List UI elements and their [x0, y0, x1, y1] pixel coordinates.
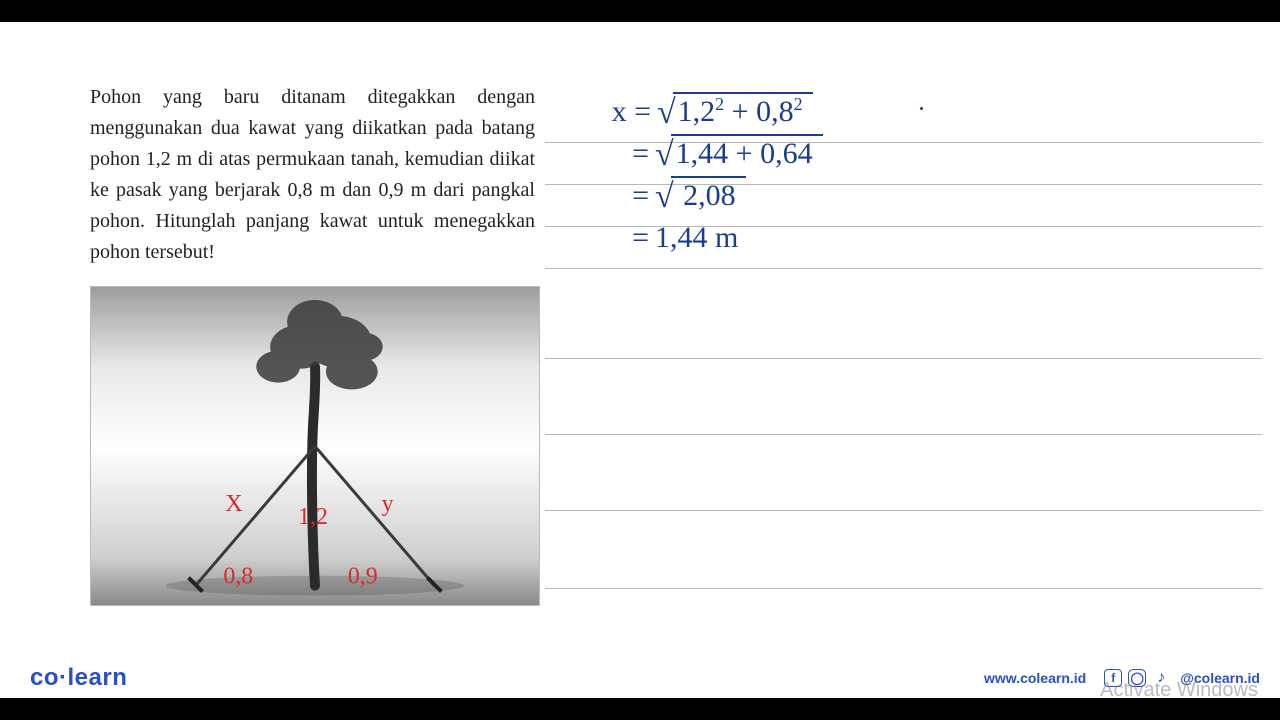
letterbox-bottom — [0, 698, 1280, 720]
fig-label-left-base: 0,8 — [223, 564, 253, 590]
fig-label-x: X — [225, 491, 242, 517]
main-content: Pohon yang baru ditanam ditegakkan denga… — [0, 22, 1280, 698]
ruled-line — [545, 510, 1262, 511]
problem-text: Pohon yang baru ditanam ditegakkan denga… — [90, 82, 535, 268]
tiktok-icon: ♪ — [1152, 669, 1170, 687]
work-line-2: =√ 2,08 — [595, 178, 742, 216]
instagram-icon: ◯ — [1128, 669, 1146, 687]
footer-url: www.colearn.id — [984, 670, 1086, 686]
stray-ink-dot — [920, 107, 923, 110]
work-line-1: =√1,44 + 0,64 — [595, 136, 819, 174]
fig-label-y: y — [382, 491, 394, 517]
facebook-icon: f — [1104, 669, 1122, 687]
fig-label-height: 1,2 — [298, 504, 328, 530]
logo-text-post: learn — [68, 664, 128, 691]
work-line-0: x =√1,22 + 0,82 — [595, 94, 809, 132]
work-column: x =√1,22 + 0,82 =√1,44 + 0,64 =√ 2,08 =1,44… — [545, 22, 1280, 698]
letterbox-top — [0, 0, 1280, 22]
footer-bar: co·learn www.colearn.id f ◯ ♪ @colearn.i… — [0, 664, 1280, 692]
work-line-3: =1,44 m — [595, 221, 738, 255]
tree-figure: X 1,2 y 0,8 0,9 — [90, 286, 540, 606]
ruled-line — [545, 434, 1262, 435]
fig-label-right-base: 0,9 — [348, 564, 378, 590]
brand-logo: co·learn — [30, 664, 127, 692]
social-icons: f ◯ ♪ @colearn.id — [1104, 669, 1260, 687]
logo-dot: · — [59, 664, 68, 691]
ruled-line — [545, 358, 1262, 359]
problem-column: Pohon yang baru ditanam ditegakkan denga… — [0, 22, 545, 698]
logo-text-pre: co — [30, 664, 59, 691]
tree-diagram-svg: X 1,2 y 0,8 0,9 — [91, 287, 539, 606]
ruled-line — [545, 588, 1262, 589]
social-handle: @colearn.id — [1180, 670, 1260, 686]
ruled-line — [545, 268, 1262, 269]
